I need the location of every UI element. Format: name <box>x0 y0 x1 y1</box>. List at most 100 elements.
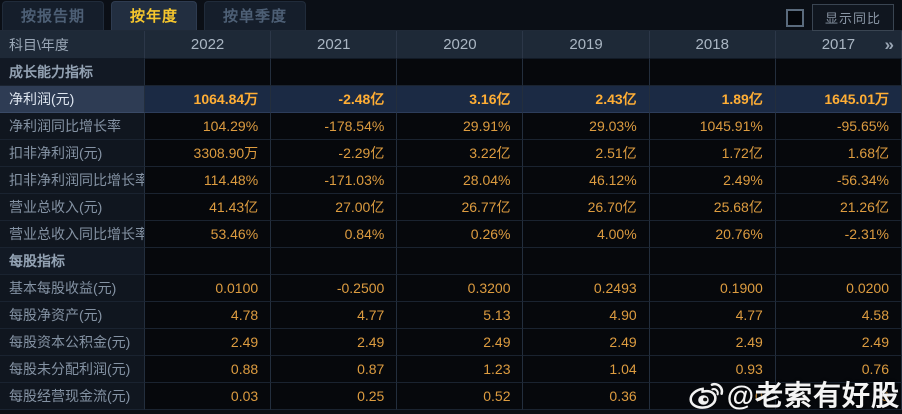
value-cell: 0.76 <box>775 356 902 383</box>
year-column-2017: 2017 » <box>775 31 902 59</box>
value-cell: 1.04 <box>523 356 650 383</box>
table-row-total-revenue[interactable]: 营业总收入(元) 41.43亿 27.00亿 26.77亿 26.70亿 25.… <box>0 194 902 221</box>
empty-cell <box>649 59 776 86</box>
value-cell: 3.16亿 <box>397 86 524 113</box>
value-cell: 114.48% <box>145 167 272 194</box>
value-cell: 25.68亿 <box>649 194 776 221</box>
empty-cell <box>523 59 650 86</box>
table-row-operating-cashflow-per-share[interactable]: 每股经营现金流(元) 0.03 0.25 0.52 0.36 0 9 <box>0 383 902 410</box>
year-column-2021: 2021 <box>271 31 398 59</box>
empty-cell <box>397 59 524 86</box>
indicators-table: 科目\年度 2022 2021 2020 2019 2018 2017 » 成长… <box>0 31 902 410</box>
table-row-capital-reserve-per-share[interactable]: 每股资本公积金(元) 2.49 2.49 2.49 2.49 2.49 2.49 <box>0 329 902 356</box>
value-cell: 1064.84万 <box>145 86 272 113</box>
value-cell: 0.88 <box>145 356 272 383</box>
value-cell: 2.49 <box>397 329 524 356</box>
value-cell: -171.03% <box>271 167 398 194</box>
value-cell: 1645.01万 <box>775 86 902 113</box>
show-yoy-checkbox[interactable] <box>785 8 804 27</box>
value-cell: 4.78 <box>145 302 272 329</box>
table-row-total-revenue-yoy[interactable]: 营业总收入同比增长率 53.46% 0.84% 0.26% 4.00% 20.7… <box>0 221 902 248</box>
year-column-2022: 2022 <box>145 31 272 59</box>
value-cell: 0.0100 <box>145 275 272 302</box>
value-cell: 4.00% <box>523 221 650 248</box>
row-label: 扣非净利润(元) <box>0 140 145 167</box>
value-cell: 0 <box>649 383 776 410</box>
table-row-undistributed-profit-per-share[interactable]: 每股未分配利润(元) 0.88 0.87 1.23 1.04 0.93 0.76 <box>0 356 902 383</box>
value-cell: 0.25 <box>271 383 398 410</box>
row-label: 净利润(元) <box>0 86 145 113</box>
year-column-2020: 2020 <box>397 31 524 59</box>
value-cell: 20.76% <box>649 221 776 248</box>
value-cell: 2.51亿 <box>523 140 650 167</box>
table-row-net-assets-per-share[interactable]: 每股净资产(元) 4.78 4.77 5.13 4.90 4.77 4.58 <box>0 302 902 329</box>
value-cell: 5.13 <box>397 302 524 329</box>
value-cell: 0.03 <box>145 383 272 410</box>
empty-cell <box>145 59 272 86</box>
value-cell: -178.54% <box>271 113 398 140</box>
row-label: 扣非净利润同比增长率 <box>0 167 145 194</box>
value-cell: 28.04% <box>397 167 524 194</box>
value-cell: 0.93 <box>649 356 776 383</box>
tab-by-single-quarter[interactable]: 按单季度 <box>204 1 307 30</box>
value-cell: 26.70亿 <box>523 194 650 221</box>
value-cell: 1.23 <box>397 356 524 383</box>
section-label: 每股指标 <box>0 248 145 275</box>
empty-cell <box>145 248 272 275</box>
section-label: 成长能力指标 <box>0 59 145 86</box>
value-cell: 26.77亿 <box>397 194 524 221</box>
value-cell: 0.1900 <box>649 275 776 302</box>
row-label: 每股未分配利润(元) <box>0 356 145 383</box>
row-label: 营业总收入同比增长率 <box>0 221 145 248</box>
value-cell: 4.77 <box>649 302 776 329</box>
table-row-deducted-net-profit-yoy[interactable]: 扣非净利润同比增长率 114.48% -171.03% 28.04% 46.12… <box>0 167 902 194</box>
value-cell: 2.49% <box>649 167 776 194</box>
table-row-net-profit[interactable]: 净利润(元) 1064.84万 -2.48亿 3.16亿 2.43亿 1.89亿… <box>0 86 902 113</box>
value-cell: 0.0200 <box>775 275 902 302</box>
row-label: 每股净资产(元) <box>0 302 145 329</box>
value-cell: 41.43亿 <box>145 194 272 221</box>
value-cell: 4.90 <box>523 302 650 329</box>
tab-by-report-period[interactable]: 按报告期 <box>2 1 105 30</box>
value-cell: 29.91% <box>397 113 524 140</box>
value-cell: 27.00亿 <box>271 194 398 221</box>
show-yoy-label[interactable]: 显示同比 <box>811 4 894 31</box>
value-cell: 0.36 <box>523 383 650 410</box>
value-cell: -0.2500 <box>271 275 398 302</box>
empty-cell <box>649 248 776 275</box>
show-yoy-control: 显示同比 <box>785 4 894 31</box>
value-cell: 1045.91% <box>649 113 776 140</box>
empty-cell <box>775 248 902 275</box>
value-cell: 29.03% <box>523 113 650 140</box>
more-years-chevron-icon[interactable]: » <box>884 34 894 54</box>
tab-by-year[interactable]: 按年度 <box>111 1 198 30</box>
value-cell: 53.46% <box>145 221 272 248</box>
value-cell: -2.31% <box>775 221 902 248</box>
empty-cell <box>271 59 398 86</box>
value-cell: 4.77 <box>271 302 398 329</box>
value-cell: -95.65% <box>775 113 902 140</box>
value-cell: 104.29% <box>145 113 272 140</box>
row-label: 每股资本公积金(元) <box>0 329 145 356</box>
value-cell: -2.29亿 <box>271 140 398 167</box>
table-row-basic-eps[interactable]: 基本每股收益(元) 0.0100 -0.2500 0.3200 0.2493 0… <box>0 275 902 302</box>
value-cell: 9 <box>775 383 902 410</box>
table-row-net-profit-yoy[interactable]: 净利润同比增长率 104.29% -178.54% 29.91% 29.03% … <box>0 113 902 140</box>
table-row-deducted-net-profit[interactable]: 扣非净利润(元) 3308.90万 -2.29亿 3.22亿 2.51亿 1.7… <box>0 140 902 167</box>
row-label: 基本每股收益(元) <box>0 275 145 302</box>
value-cell: 2.49 <box>271 329 398 356</box>
value-cell: 2.49 <box>523 329 650 356</box>
table-header-row: 科目\年度 2022 2021 2020 2019 2018 2017 » <box>0 31 902 59</box>
value-cell: 21.26亿 <box>775 194 902 221</box>
value-cell: 1.72亿 <box>649 140 776 167</box>
corner-header: 科目\年度 <box>0 31 145 59</box>
value-cell: 0.84% <box>271 221 398 248</box>
value-cell: 0.26% <box>397 221 524 248</box>
value-cell: 0.87 <box>271 356 398 383</box>
value-cell: 3308.90万 <box>145 140 272 167</box>
value-cell: -2.48亿 <box>271 86 398 113</box>
value-cell: 1.68亿 <box>775 140 902 167</box>
value-cell: 2.49 <box>775 329 902 356</box>
period-tabbar: 按报告期 按年度 按单季度 显示同比 <box>0 0 902 31</box>
